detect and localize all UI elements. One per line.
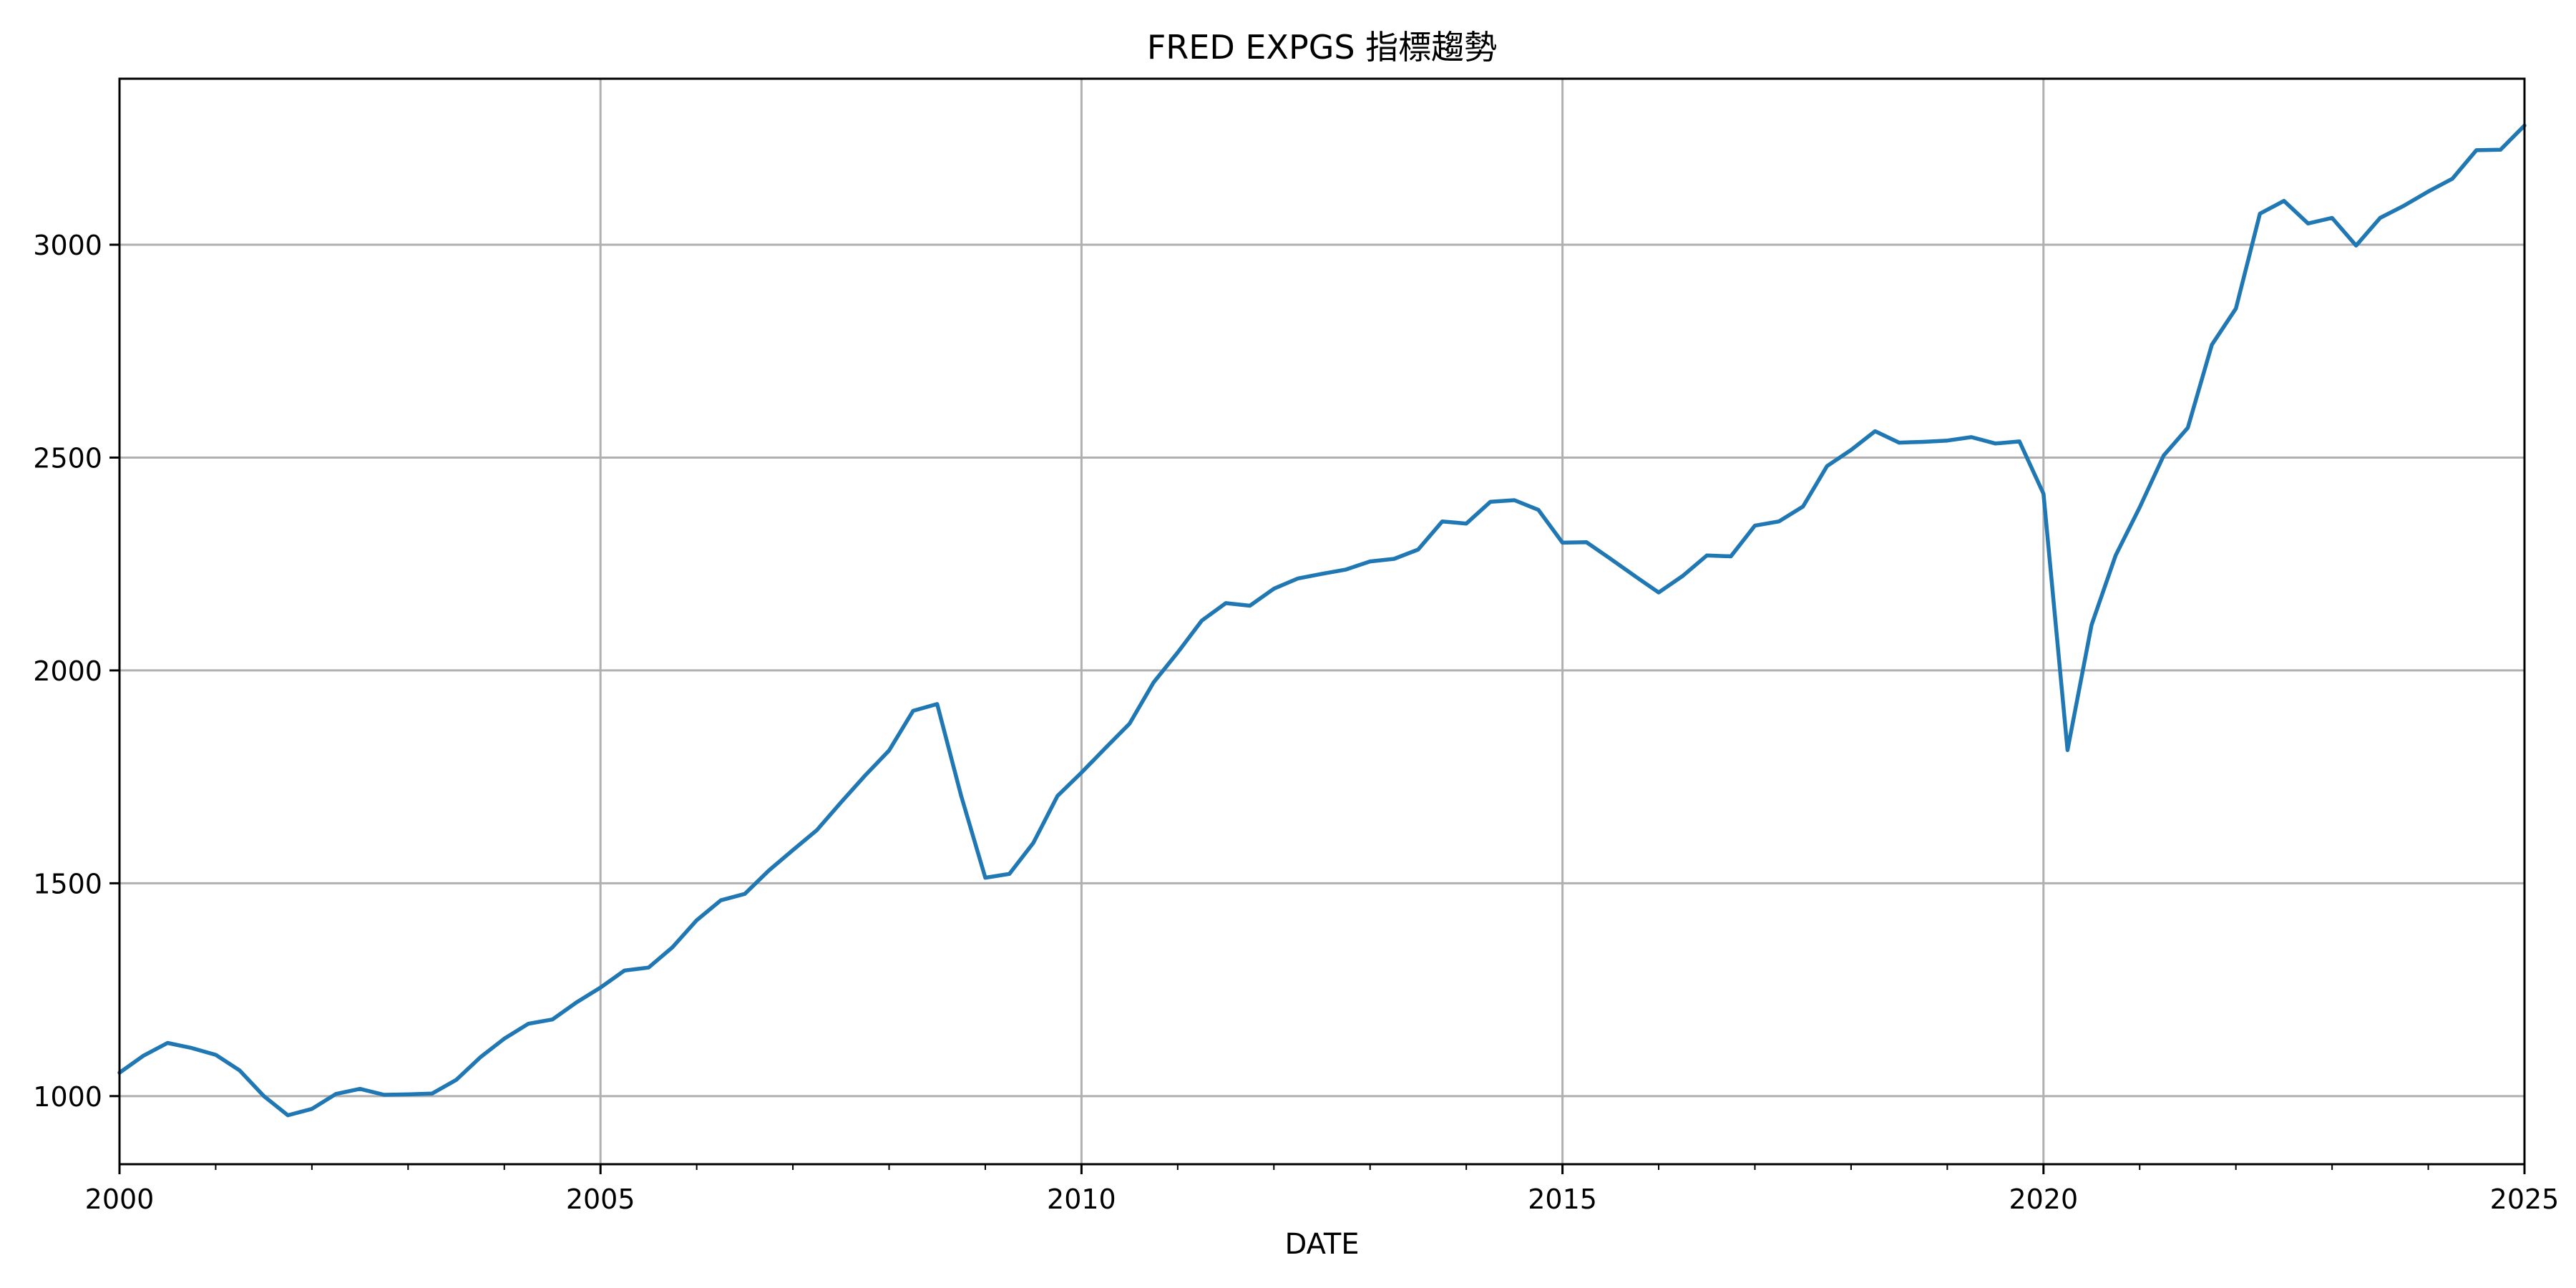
y-tick-label: 2000 — [33, 655, 102, 687]
tick-layer: 2000 2005 2010 2015 2020 2025 1000 1500 2000 2500… — [33, 230, 2559, 1215]
x-tick-label: 2015 — [1528, 1184, 1597, 1215]
series-line — [117, 123, 2527, 1118]
plot-frame — [118, 77, 2526, 1166]
series-layer — [117, 123, 2527, 1118]
y-tick-label: 1500 — [33, 868, 102, 899]
y-tick-label: 1000 — [33, 1081, 102, 1113]
x-tick-label: 2025 — [2490, 1184, 2560, 1215]
x-axis-label: DATE — [1284, 1228, 1359, 1261]
x-tick-label: 2005 — [566, 1184, 635, 1215]
y-tick-label: 2500 — [33, 442, 102, 474]
y-tick-label: 3000 — [33, 230, 102, 261]
x-tick-label: 2010 — [1047, 1184, 1116, 1215]
x-tick-label: 2020 — [2009, 1184, 2078, 1215]
grid-layer — [118, 79, 2526, 1164]
x-tick-label: 2000 — [85, 1184, 155, 1215]
chart-title: FRED EXPGS 指標趨勢 — [1147, 28, 1497, 67]
